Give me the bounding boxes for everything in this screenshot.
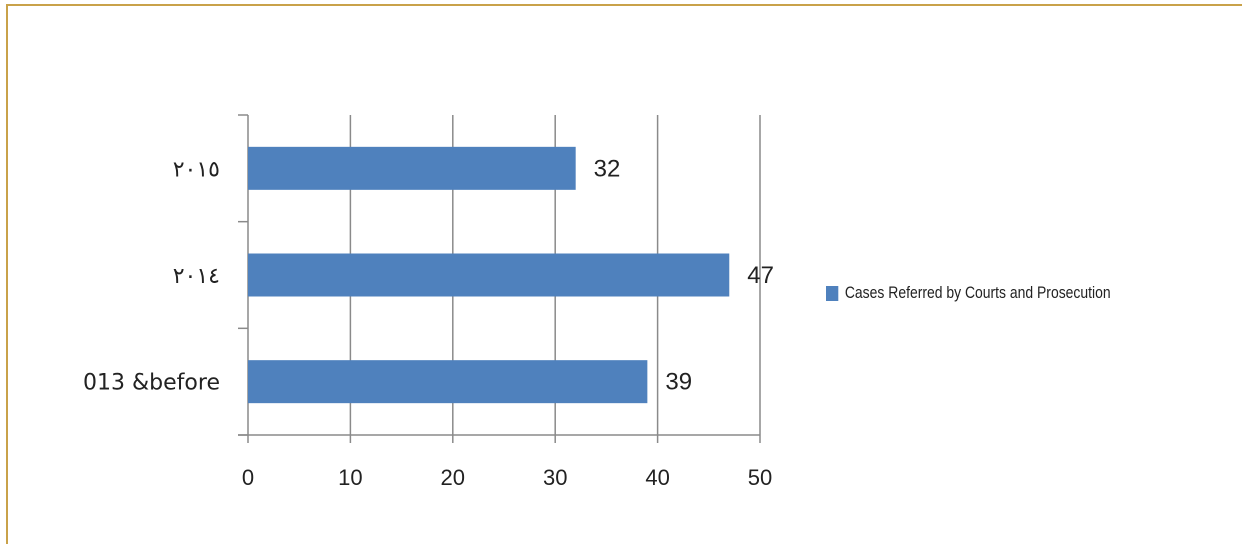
legend-label: Cases Referred by Courts and Prosecution	[844, 283, 1111, 302]
x-tick-label: 0	[242, 465, 254, 490]
x-tick-label: 20	[441, 465, 465, 490]
data-label: 47	[747, 262, 774, 289]
x-tick-label: 50	[748, 465, 772, 490]
bar	[248, 253, 730, 297]
bar	[248, 146, 576, 190]
category-label: ٢٠١٥	[173, 157, 220, 182]
category-label: ٢٠١٤	[173, 264, 220, 289]
x-tick-label: 40	[645, 465, 669, 490]
data-label: 39	[665, 369, 692, 396]
legend: Cases Referred by Courts and Prosecution	[826, 283, 1111, 303]
bar	[248, 360, 648, 404]
legend-swatch	[826, 285, 839, 301]
category-label: 013 &before	[83, 371, 220, 396]
x-tick-label: 30	[543, 465, 567, 490]
x-tick-label: 10	[338, 465, 362, 490]
data-label: 32	[594, 155, 621, 182]
